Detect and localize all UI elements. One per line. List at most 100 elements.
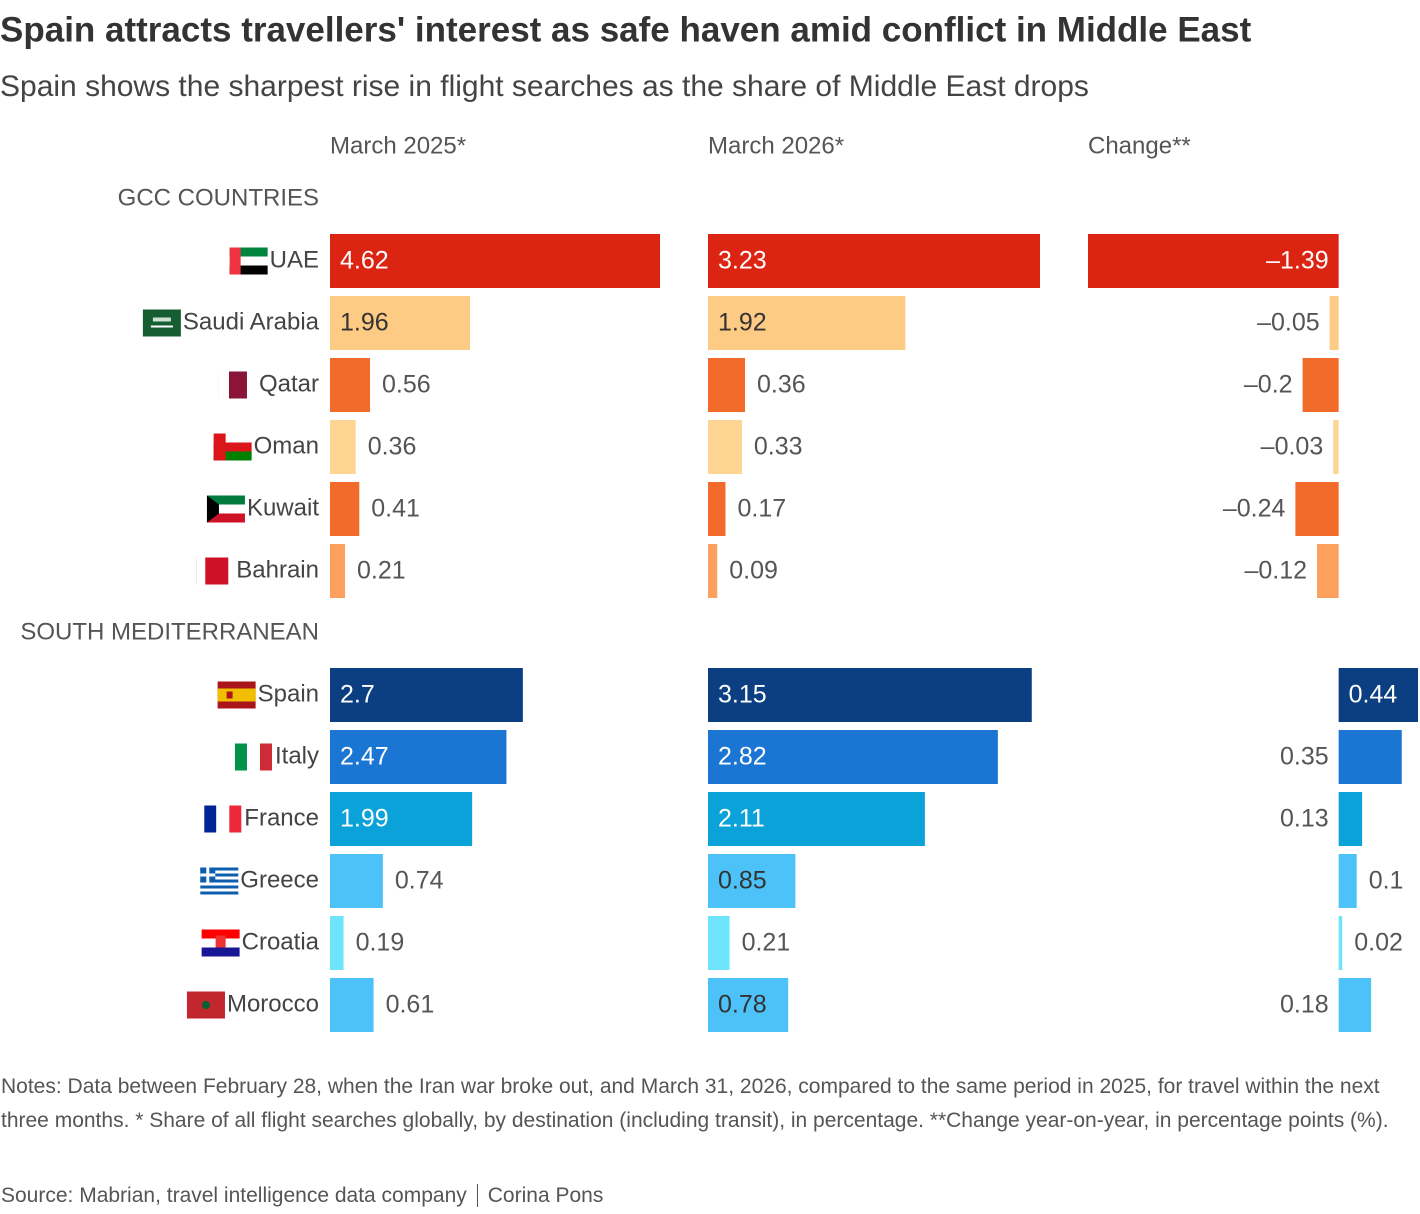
value-label: –0.05	[1257, 309, 1320, 337]
bar	[1338, 730, 1402, 784]
author: Corina Pons	[476, 1184, 604, 1207]
group-label: GCC COUNTRIES	[118, 184, 319, 211]
value-label: 0.56	[382, 371, 431, 399]
value-label: 0.21	[742, 929, 791, 957]
value-label: 0.36	[757, 371, 806, 399]
value-label: 0.17	[737, 495, 786, 523]
value-label: 0.02	[1354, 929, 1403, 957]
bar	[1088, 234, 1339, 288]
flag-part	[246, 743, 260, 771]
flag-part	[200, 873, 216, 877]
category-label: Greece	[240, 866, 319, 893]
bar	[1302, 358, 1339, 412]
value-label: 0.09	[729, 557, 778, 585]
flag-part	[213, 433, 252, 443]
category-label: Croatia	[242, 928, 320, 955]
bar	[330, 854, 383, 908]
category-label: Oman	[254, 432, 319, 459]
flag-part	[213, 433, 226, 461]
source-line: Source: Mabrian, travel intelligence dat…	[1, 1184, 604, 1208]
value-label: –1.39	[1266, 247, 1329, 275]
bar	[330, 730, 507, 784]
bar	[1329, 296, 1339, 350]
value-label: –0.03	[1261, 433, 1324, 461]
value-label: 0.41	[371, 495, 420, 523]
flag-part	[229, 256, 268, 266]
bar	[708, 792, 925, 846]
category-label: Kuwait	[247, 494, 319, 521]
value-label: 1.92	[718, 309, 767, 337]
bar	[1295, 482, 1339, 536]
category-label: Saudi Arabia	[183, 308, 320, 335]
bar	[330, 234, 660, 288]
flag-part	[229, 265, 268, 275]
bar	[1333, 420, 1339, 474]
chart-title: Spain attracts travellers' interest as s…	[0, 10, 1252, 49]
flag-part	[215, 935, 226, 948]
value-label: 2.47	[340, 743, 389, 771]
bar	[1338, 854, 1357, 908]
value-label: 0.1	[1369, 867, 1404, 895]
category-label: Qatar	[259, 370, 319, 397]
value-label: 4.62	[340, 247, 389, 275]
value-label: –0.24	[1223, 495, 1286, 523]
bar	[330, 420, 356, 474]
bar	[708, 916, 730, 970]
chart-subtitle: Spain shows the sharpest rise in flight …	[0, 70, 1089, 103]
flag-part	[206, 513, 245, 523]
flag-part	[229, 247, 268, 257]
category-label: France	[244, 804, 319, 831]
flag-part	[229, 247, 241, 275]
value-label: 0.78	[718, 991, 767, 1019]
flag-part	[218, 371, 229, 399]
chart: Spain attracts travellers' interest as s…	[0, 10, 1418, 1032]
bar	[330, 358, 370, 412]
value-label: –0.12	[1244, 557, 1307, 585]
bar	[330, 482, 360, 536]
group-label: SOUTH MEDITERRANEAN	[20, 618, 319, 645]
bar	[708, 420, 742, 474]
bar	[330, 544, 345, 598]
bar	[330, 978, 374, 1032]
bar	[330, 916, 344, 970]
bar	[708, 668, 1032, 722]
bar	[330, 296, 470, 350]
flag-part	[229, 805, 242, 833]
value-label: 0.21	[357, 557, 406, 585]
value-label: 0.44	[1349, 681, 1398, 709]
bar	[1338, 978, 1372, 1032]
bar	[330, 792, 473, 846]
flag-part	[200, 870, 239, 874]
flag-part	[216, 805, 230, 833]
bar	[708, 978, 789, 1032]
source: Source: Mabrian, travel intelligence dat…	[1, 1184, 467, 1207]
value-label: 0.74	[395, 867, 444, 895]
flag-part	[200, 873, 239, 877]
value-label: 0.36	[368, 433, 417, 461]
flag-part	[200, 891, 239, 895]
flag-part	[200, 885, 239, 889]
flag-part	[152, 317, 171, 322]
category-label: Morocco	[227, 990, 319, 1017]
bar	[1317, 544, 1339, 598]
bar	[708, 730, 998, 784]
flag-part	[226, 691, 233, 699]
bar	[708, 854, 796, 908]
flag-part	[200, 867, 239, 871]
category-label: Bahrain	[236, 556, 319, 583]
bar	[708, 296, 906, 350]
value-label: 3.15	[718, 681, 767, 709]
flag-part	[201, 1001, 210, 1009]
flag-part	[259, 743, 272, 771]
flag-part	[234, 743, 247, 771]
value-label: 3.23	[718, 247, 767, 275]
category-label: Italy	[275, 742, 319, 769]
flag-part	[206, 495, 219, 523]
flag-part	[201, 947, 240, 957]
flag-part	[206, 495, 245, 505]
flag-part	[200, 888, 239, 892]
bar	[708, 544, 718, 598]
value-label: 0.18	[1280, 991, 1329, 1019]
flag-part	[213, 451, 252, 461]
